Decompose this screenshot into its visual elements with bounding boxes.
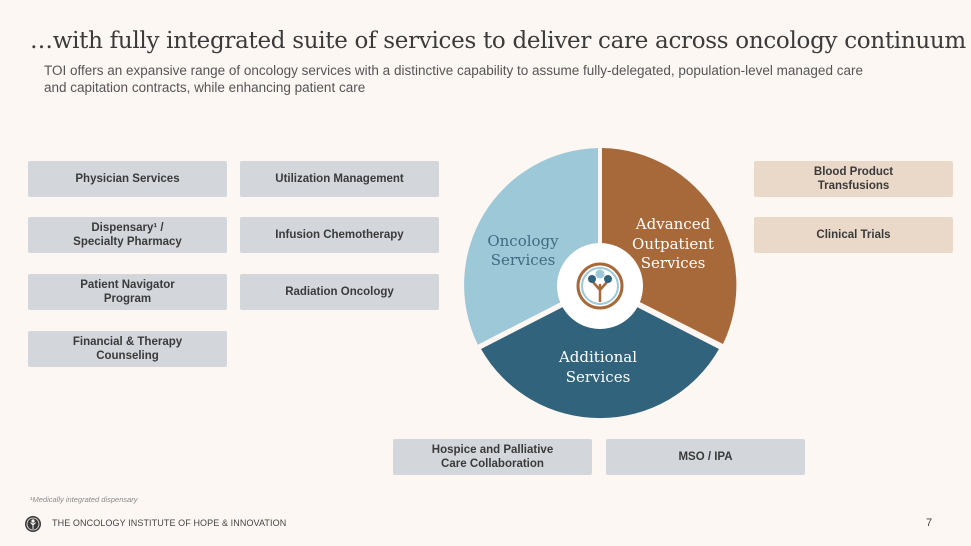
pie-label-oncology-line2: Services: [491, 251, 556, 269]
service-box-utilization-management: Utilization Management: [240, 161, 439, 197]
service-box-infusion-chemotherapy: Infusion Chemotherapy: [240, 217, 439, 253]
service-box-dispensary: Dispensary¹ / Specialty Pharmacy: [28, 217, 227, 253]
tree-logo-icon: [576, 262, 624, 310]
service-box-physician-services: Physician Services: [28, 161, 227, 197]
pie-label-advanced-line1: Advanced: [635, 215, 711, 233]
pie-label-additional-line2: Services: [566, 368, 631, 386]
service-box-patient-navigator: Patient Navigator Program: [28, 274, 227, 310]
footer-company-name: THE ONCOLOGY INSTITUTE OF HOPE & INNOVAT…: [52, 518, 287, 528]
service-box-financial-counseling: Financial & Therapy Counseling: [28, 331, 227, 367]
page-subtitle: TOI offers an expansive range of oncolog…: [44, 63, 863, 95]
service-box-radiation-oncology: Radiation Oncology: [240, 274, 439, 310]
service-box-blood-transfusions: Blood Product Transfusions: [754, 161, 953, 197]
service-box-clinical-trials: Clinical Trials: [754, 217, 953, 253]
page-title: …with fully integrated suite of services…: [30, 28, 966, 54]
services-pie-diagram: Oncology Services Advanced Outpatient Se…: [464, 148, 737, 419]
tree-logo-icon: [25, 516, 41, 532]
service-box-hospice: Hospice and Palliative Care Collaboratio…: [393, 439, 592, 475]
service-box-mso-ipa: MSO / IPA: [606, 439, 805, 475]
page-number: 7: [926, 517, 933, 529]
pie-segment-additional: [481, 288, 719, 419]
footnote: ¹Medically integrated dispensary: [30, 495, 138, 504]
pie-label-advanced-line2: Outpatient: [632, 235, 714, 253]
pie-label-advanced-line3: Services: [641, 254, 706, 272]
pie-label-oncology-line1: Oncology: [487, 232, 559, 250]
pie-label-additional-line1: Additional: [558, 348, 637, 366]
